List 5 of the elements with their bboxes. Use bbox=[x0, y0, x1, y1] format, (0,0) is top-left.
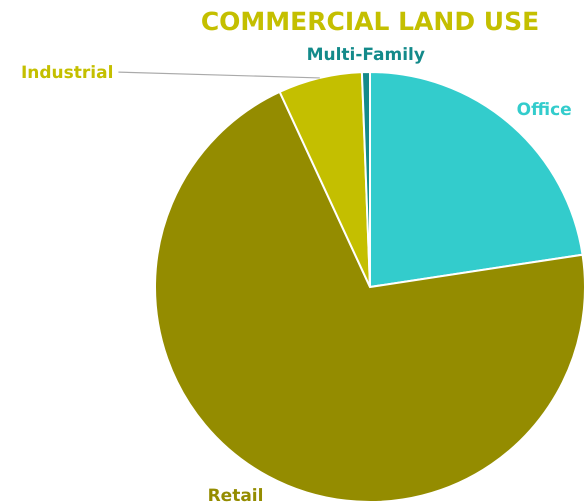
slice-label: Multi-Family bbox=[306, 45, 425, 66]
slice-label: Retail bbox=[208, 486, 264, 504]
chart-title: COMMERCIAL LAND USE bbox=[200, 7, 540, 36]
slice-label: Industrial bbox=[20, 63, 114, 84]
slice-label: Office bbox=[516, 100, 572, 120]
